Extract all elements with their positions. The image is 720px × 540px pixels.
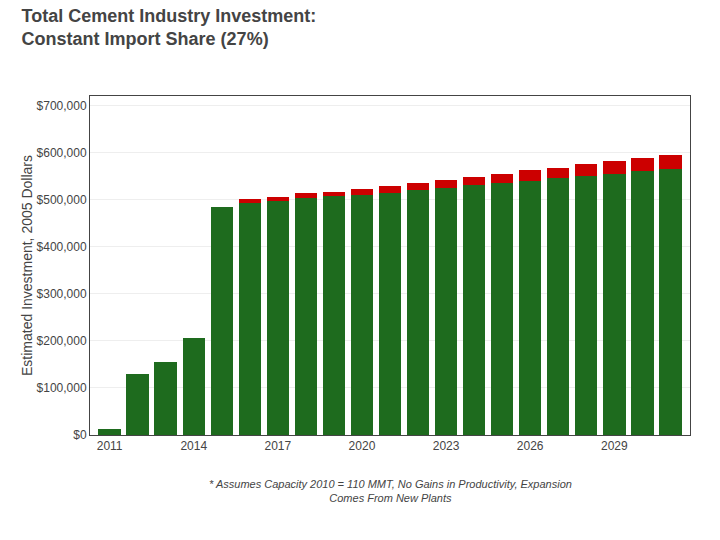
svg-text:$500,000: $500,000 (37, 193, 87, 207)
svg-text:$300,000: $300,000 (37, 287, 87, 301)
svg-text:2026: 2026 (517, 439, 544, 453)
svg-text:$100,000: $100,000 (37, 381, 87, 395)
svg-text:$600,000: $600,000 (37, 146, 87, 160)
svg-text:Estimated Investment, 2005 Dol: Estimated Investment, 2005 Dollars (19, 155, 35, 376)
svg-text:2029: 2029 (601, 439, 628, 453)
svg-text:2011: 2011 (97, 439, 123, 453)
svg-text:$200,000: $200,000 (37, 334, 87, 348)
svg-text:$0: $0 (73, 428, 87, 442)
svg-text:2023: 2023 (433, 439, 460, 453)
svg-text:$400,000: $400,000 (37, 240, 87, 254)
svg-text:2020: 2020 (349, 439, 376, 453)
svg-text:* Assumes Capacity 2010 = 110: * Assumes Capacity 2010 = 110 MMT, No Ga… (209, 478, 572, 504)
svg-text:2017: 2017 (264, 439, 291, 453)
svg-text:2014: 2014 (180, 439, 207, 453)
svg-text:$700,000: $700,000 (37, 99, 87, 113)
svg-text:Total Cement Industry Investme: Total Cement Industry Investment:Constan… (22, 6, 317, 49)
